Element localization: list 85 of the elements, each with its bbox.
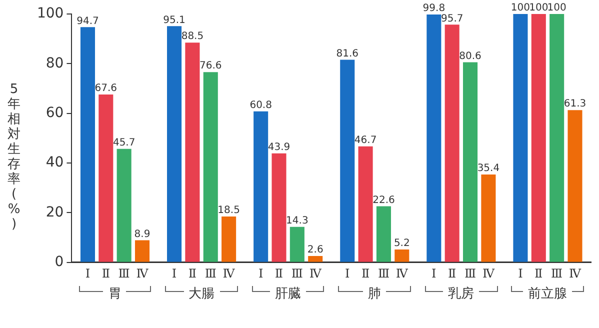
bar: [308, 256, 323, 262]
bar: [203, 72, 218, 262]
text: Ⅳ: [482, 266, 494, 281]
bar: [444, 24, 460, 262]
data-label: 80.6: [459, 50, 482, 62]
text: Ⅰ: [172, 266, 177, 281]
bar: [481, 174, 496, 262]
series-label: Ⅳ: [136, 266, 150, 281]
text: Ⅱ: [188, 266, 197, 281]
data-label: 14.3: [286, 215, 308, 226]
data-label: 35.4: [477, 163, 500, 174]
bar: [254, 111, 268, 262]
series-label: Ⅰ: [85, 266, 90, 281]
text: 5年相対生存率(%): [8, 82, 20, 232]
bar: [426, 14, 442, 262]
text: Ⅲ: [378, 266, 390, 281]
data-label: 61.3: [564, 98, 586, 110]
bar: [98, 94, 114, 262]
series-label: Ⅱ: [102, 266, 110, 281]
text: Ⅳ: [309, 266, 322, 281]
data-label: 81.6: [336, 48, 359, 60]
data-label: 100: [510, 2, 530, 14]
bar: [80, 27, 96, 262]
bar: [358, 146, 373, 262]
data-label: 2.6: [307, 244, 324, 256]
bar: [290, 226, 304, 262]
bar: [222, 216, 236, 262]
bar: [531, 14, 546, 262]
data-label: 67.6: [94, 83, 118, 94]
data-label: 60.8: [250, 100, 272, 111]
text: Ⅲ: [204, 266, 216, 281]
text: Ⅱ: [448, 266, 456, 281]
x-tick-label: 肺: [368, 286, 382, 302]
text: Ⅰ: [344, 266, 350, 281]
data-label: 18.5: [218, 205, 240, 216]
text: Ⅲ: [291, 266, 303, 281]
text: Ⅲ: [464, 266, 476, 281]
y-tick-label: 40: [46, 154, 64, 171]
y-tick-label: 100: [36, 6, 64, 22]
text: Ⅰ: [432, 266, 436, 281]
y-tick-label: 0: [54, 254, 64, 270]
bar: [513, 14, 528, 262]
data-label: 22.6: [372, 194, 395, 206]
data-label: 95.1: [163, 14, 186, 26]
y-tick-label: 20: [46, 204, 64, 220]
x-tick-label: 乳房: [448, 286, 474, 302]
text: Ⅱ: [534, 266, 543, 281]
data-label: 94.7: [76, 16, 99, 27]
series-label: Ⅲ: [118, 266, 130, 281]
bar: [550, 14, 564, 262]
y-tick-label: 80: [46, 55, 64, 72]
data-label: 5.2: [394, 238, 410, 250]
text: Ⅰ: [518, 266, 523, 281]
x-tick-label: 胃: [108, 286, 122, 302]
text: Ⅱ: [274, 266, 284, 281]
text: Ⅰ: [258, 266, 264, 281]
bar: [463, 62, 478, 262]
text: Ⅱ: [361, 266, 370, 281]
bar: [394, 249, 410, 262]
data-label: 76.6: [199, 60, 222, 72]
data-label: 88.5: [181, 31, 204, 42]
bar: [272, 153, 286, 262]
data-label: 100: [529, 2, 548, 14]
text: Ⅳ: [222, 266, 235, 281]
bar: [340, 60, 355, 262]
bar: [185, 42, 200, 262]
y-tick-label: 60: [46, 105, 64, 121]
x-tick-label: 大腸: [188, 286, 215, 302]
text: Ⅳ: [396, 266, 408, 281]
data-label: 8.9: [134, 228, 150, 240]
bar: [376, 206, 391, 262]
data-label: 100: [547, 2, 566, 14]
x-tick-label: 肝臓: [275, 286, 302, 302]
bar: [116, 148, 132, 262]
bar: [167, 26, 182, 262]
data-label: 46.7: [354, 134, 377, 146]
data-label: 99.8: [422, 3, 446, 14]
data-label: 43.9: [268, 142, 290, 153]
text: Ⅲ: [551, 266, 563, 281]
bar: [568, 110, 582, 262]
bar: [134, 240, 150, 262]
text: Ⅳ: [568, 266, 581, 281]
x-tick-label: 前立腺: [528, 286, 568, 302]
data-label: 45.7: [112, 137, 136, 148]
data-label: 95.7: [440, 13, 464, 24]
